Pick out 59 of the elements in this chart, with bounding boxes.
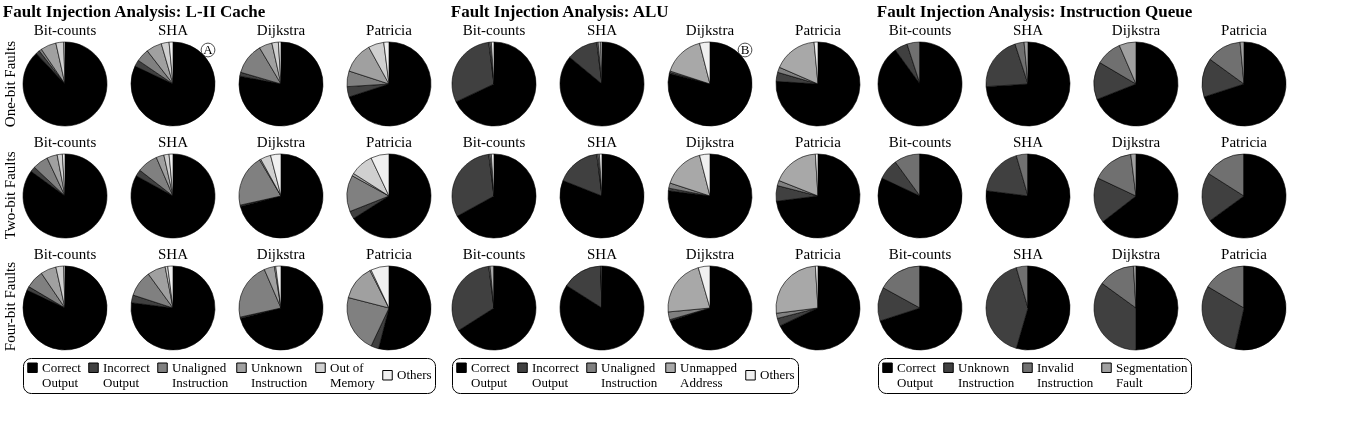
legend-label: Unknown Instruction (251, 359, 308, 390)
text: B (740, 42, 750, 57)
slice-label: Patricia (795, 21, 842, 38)
slice-label: Patricia (1221, 133, 1268, 150)
chart-title: Fault Injection Analysis: L-II Cache (2, 1, 266, 21)
slice-label: Patricia (795, 133, 842, 150)
slice-label: SHA (1012, 21, 1044, 38)
slice-label: Patricia (366, 245, 413, 262)
slice-label: Dijkstra (685, 21, 735, 38)
slice-label: Bit-counts (33, 21, 97, 38)
text: A (203, 42, 213, 57)
legend-label: Incorrect Output (103, 359, 151, 390)
slice-label: SHA (1012, 133, 1044, 150)
slice-label: SHA (586, 21, 618, 38)
slice-label: Dijkstra (1111, 245, 1161, 262)
chart-title: Fault Injection Analysis: Instruction Queue (876, 1, 1193, 21)
slice-label: Dijkstra (256, 21, 306, 38)
slice-label: Dijkstra (1111, 133, 1161, 150)
slice-label: Dijkstra (685, 245, 735, 262)
text: Two-bit Faults (1, 151, 18, 240)
legend-label: Unaligned Instruction (172, 359, 229, 390)
legend-label: Correct Output (42, 359, 82, 390)
slice-label: Dijkstra (256, 133, 306, 150)
slice-label: Bit-counts (462, 133, 526, 150)
text: Four-bit Faults (1, 261, 18, 352)
slice-label: Patricia (366, 133, 413, 150)
legend-label: Segmentation Fault (1116, 359, 1188, 390)
legend-label: Unaligned Instruction (601, 359, 658, 390)
slice-label: Patricia (1221, 245, 1268, 262)
slice-label: Bit-counts (888, 133, 952, 150)
legend-label: Out of Memory (330, 359, 376, 390)
slice-label: SHA (586, 245, 618, 262)
legend-label: Unmapped Address (680, 359, 738, 390)
slice-label: Bit-counts (33, 133, 97, 150)
slice-label: Dijkstra (685, 133, 735, 150)
slice-label: SHA (157, 21, 189, 38)
slice-label: Bit-counts (888, 21, 952, 38)
legend-label: Invalid Instruction (1037, 359, 1094, 390)
legend-label: Correct Output (897, 359, 937, 390)
legend-label: Correct Output (471, 359, 511, 390)
slice-label: Bit-counts (33, 245, 97, 262)
slice-label: Patricia (1221, 21, 1268, 38)
slice-label: Dijkstra (1111, 21, 1161, 38)
slice-label: Bit-counts (462, 245, 526, 262)
slice-label: Dijkstra (256, 245, 306, 262)
legend-label: Others (760, 367, 795, 383)
legend-label: Others (397, 367, 432, 383)
legend-label: Incorrect Output (532, 359, 580, 390)
slice-label: Patricia (795, 245, 842, 262)
slice-label: Bit-counts (462, 21, 526, 38)
slice-label: SHA (157, 245, 189, 262)
slice-label: SHA (1012, 245, 1044, 262)
chart-title: Fault Injection Analysis: ALU (450, 1, 669, 21)
slice-label: Bit-counts (888, 245, 952, 262)
slice-label: SHA (586, 133, 618, 150)
legend-label: Unknown Instruction (958, 359, 1015, 390)
slice-label: Patricia (366, 21, 413, 38)
slice-label: SHA (157, 133, 189, 150)
text: One-bit Faults (1, 40, 18, 128)
